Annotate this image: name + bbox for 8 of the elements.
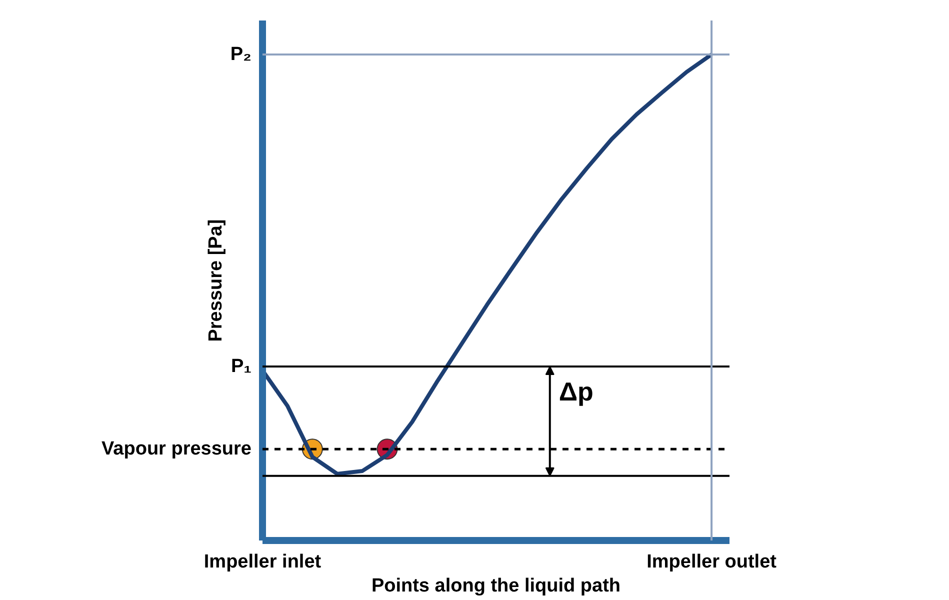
ref-line-label: P₁	[230, 356, 252, 378]
x-axis-title: Points along the liquid path	[371, 576, 621, 596]
annotation: Δp	[558, 376, 594, 407]
y-axis-title: Pressure [Pa]	[206, 219, 227, 342]
x-tick-label: Impeller inlet	[204, 552, 322, 572]
ref-line-label: Vapour pressure	[102, 438, 252, 460]
x-tick-label: Impeller outlet	[646, 552, 778, 572]
ref-line-label: P₂	[230, 44, 252, 66]
